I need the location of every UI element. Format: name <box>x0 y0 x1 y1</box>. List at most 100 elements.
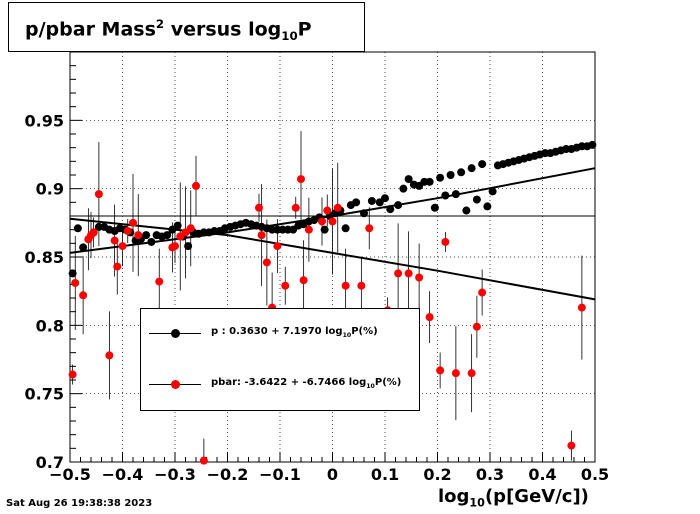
pbar-point <box>394 269 403 278</box>
pbar-point <box>68 370 77 379</box>
p-point <box>320 225 329 234</box>
p-point <box>360 209 368 218</box>
p-point <box>488 187 497 196</box>
y-tick-label: 0.7 <box>36 453 64 472</box>
p-point <box>430 203 439 212</box>
x-tick-label: −0.1 <box>259 465 301 484</box>
p-point <box>352 198 361 207</box>
p-point <box>588 140 597 149</box>
legend: p : 0.3630 + 7.1970 log10P(%) pbar: -3.6… <box>140 308 420 411</box>
pbar-point <box>192 181 200 190</box>
pbar-point <box>94 190 103 199</box>
y-tick-label: 0.9 <box>36 180 64 199</box>
x-tick-label: −0.5 <box>49 465 91 484</box>
pbar-point <box>291 203 300 212</box>
p-point <box>446 171 455 179</box>
p-point <box>142 231 151 240</box>
p-point <box>472 195 481 204</box>
x-tick-label: 0.3 <box>476 465 504 484</box>
x-tick-label: 0 <box>327 465 338 484</box>
pbar-point <box>425 313 434 322</box>
p-point <box>457 168 466 177</box>
p-point <box>381 194 389 203</box>
pbar-point <box>318 217 326 226</box>
pbar-point <box>71 278 80 287</box>
x-tick-label: 0.1 <box>371 465 399 484</box>
pbar-point <box>304 225 313 234</box>
pbar-point <box>436 366 445 375</box>
p-point <box>467 164 476 173</box>
pbar-point <box>365 224 374 233</box>
p-point <box>462 206 471 215</box>
pbar-point <box>357 281 366 290</box>
p-point <box>404 175 413 184</box>
pbar-point <box>118 242 127 251</box>
legend-entry-p: p : 0.3630 + 7.1970 log10P(%) <box>141 324 419 344</box>
pbar-point <box>478 288 487 297</box>
p-point <box>79 243 88 252</box>
pbar-point <box>110 236 119 245</box>
p-point <box>73 224 82 233</box>
pbar-point <box>262 258 271 267</box>
pbar-point <box>255 203 263 212</box>
pbar-point <box>134 231 143 240</box>
x-tick-label: −0.3 <box>154 465 196 484</box>
pbar-point <box>273 242 282 251</box>
legend-entry-pbar: pbar: -3.6422 + -6.7466 log10P(%) <box>141 375 419 395</box>
pbar-point <box>123 227 132 236</box>
p-point <box>367 196 376 205</box>
pbar-point <box>323 206 332 215</box>
pbar-point <box>472 322 481 331</box>
pbar-point <box>257 231 266 240</box>
timestamp: Sat Aug 26 19:38:38 2023 <box>6 498 153 509</box>
y-tick-label: 0.85 <box>25 248 64 267</box>
legend-marker-pbar <box>171 380 180 389</box>
p-point <box>163 231 172 240</box>
chart-title: p/pbar Mass2 versus log10P <box>25 17 312 44</box>
p-point <box>451 190 460 199</box>
title-box: p/pbar Mass2 versus log10P <box>8 2 365 52</box>
pbar-point <box>171 242 179 251</box>
pbar-point <box>281 281 290 290</box>
pbar-point <box>404 269 413 278</box>
x-tick-label: 0.4 <box>528 465 556 484</box>
p-point <box>394 201 403 210</box>
pbar-point <box>333 203 342 212</box>
pbar-point <box>451 369 460 378</box>
p-point <box>147 237 156 246</box>
p-point <box>441 191 450 200</box>
pbar-point <box>113 262 122 271</box>
pbar-point <box>129 218 137 227</box>
y-tick-label: 0.8 <box>36 316 64 335</box>
x-tick-label: 0.2 <box>423 465 451 484</box>
pbar-point <box>467 369 476 378</box>
pbar-point <box>186 224 195 233</box>
y-tick-label: 0.75 <box>25 385 64 404</box>
x-tick-label: −0.4 <box>102 465 144 484</box>
y-tick-label: 0.95 <box>25 111 64 130</box>
pbar-point <box>567 441 576 450</box>
pbar-point <box>89 228 98 237</box>
pbar-point <box>341 281 350 290</box>
p-point <box>436 173 445 182</box>
p-point <box>478 160 487 169</box>
legend-label-pbar: pbar: -3.6422 + -6.7466 log10P(%) <box>211 377 402 390</box>
x-axis-label: log10(p[GeV/c]) <box>438 486 589 510</box>
x-tick-label: −0.2 <box>207 465 249 484</box>
x-tick-label: 0.5 <box>581 465 609 484</box>
legend-marker-p <box>171 329 180 338</box>
p-point <box>68 269 77 278</box>
pbar-point <box>297 175 305 184</box>
pbar-point <box>328 217 337 226</box>
pbar-point <box>79 291 88 300</box>
pbar-point <box>105 351 114 360</box>
p-point <box>184 242 193 251</box>
p-point <box>399 184 408 193</box>
p-point <box>425 177 434 186</box>
p-point <box>173 221 182 230</box>
legend-label-p: p : 0.3630 + 7.1970 log10P(%) <box>211 326 378 339</box>
pbar-point <box>199 456 208 465</box>
pbar-point <box>577 303 586 312</box>
pbar-point <box>441 237 450 246</box>
